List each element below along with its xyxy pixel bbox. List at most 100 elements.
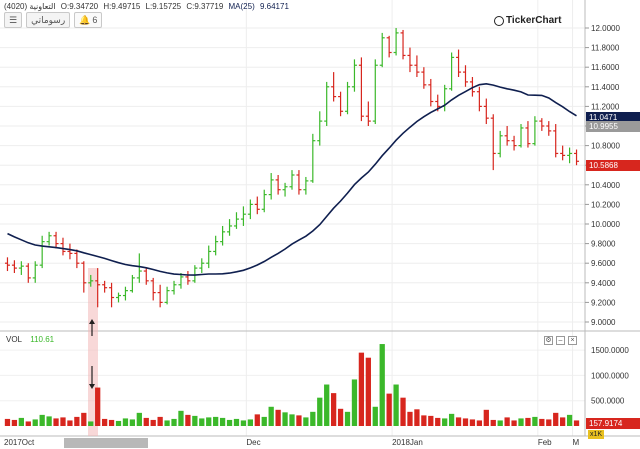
ohlc-bar bbox=[546, 121, 552, 136]
pane-settings-button[interactable]: ⚙ bbox=[544, 336, 553, 345]
volume-legend-name: VOL bbox=[6, 335, 23, 344]
volume-axis[interactable]: 1500.0000 1000.0000 500.0000 bbox=[591, 346, 629, 406]
volume-bar bbox=[213, 416, 219, 426]
ohlc-bar bbox=[102, 280, 108, 293]
ohlc-bar bbox=[116, 292, 122, 303]
menu-button[interactable]: ☰ bbox=[4, 12, 23, 28]
ohlc-bar bbox=[185, 271, 191, 285]
ohlc-bar bbox=[81, 261, 87, 293]
ohlc-bar bbox=[213, 235, 219, 256]
ohlc-bar bbox=[393, 28, 399, 56]
volume-bar bbox=[435, 417, 441, 426]
volume-bar bbox=[289, 414, 295, 426]
volume-bar bbox=[261, 416, 267, 426]
volume-bar bbox=[240, 420, 247, 426]
price-tick-label: 10.4000 bbox=[591, 181, 620, 190]
drawings-button[interactable]: رسوماتي bbox=[26, 12, 71, 28]
ohlc-bar bbox=[560, 145, 566, 161]
volume-bar bbox=[455, 417, 462, 426]
ma-value: 9.64171 bbox=[259, 2, 289, 11]
ohlc-bar bbox=[53, 231, 59, 249]
pane-minimize-button[interactable]: – bbox=[556, 336, 565, 345]
symbol-name: التعاونية (4020) bbox=[4, 2, 56, 11]
volume-bar bbox=[566, 414, 573, 426]
volume-bar bbox=[379, 344, 385, 426]
alerts-button[interactable]: 🔔 6 bbox=[74, 12, 103, 28]
volume-bar bbox=[53, 418, 59, 426]
ohlc-bar bbox=[462, 65, 468, 87]
ohlc-bar bbox=[296, 170, 302, 195]
time-label: 2018Jan bbox=[392, 438, 423, 447]
volume-bar bbox=[25, 421, 31, 426]
volume-bar bbox=[39, 414, 45, 426]
ohlc-bar bbox=[268, 173, 274, 200]
volume-bar bbox=[101, 418, 108, 426]
volume-bar bbox=[157, 416, 163, 426]
time-label: M bbox=[573, 438, 580, 447]
ohlc-bar bbox=[483, 98, 489, 125]
drawings-label: رسوماتي bbox=[31, 14, 66, 25]
volume-bar bbox=[268, 406, 274, 426]
ohlc-bar bbox=[372, 59, 378, 125]
ohlc-bar bbox=[143, 268, 149, 285]
ohlc-bar bbox=[178, 273, 184, 289]
price-axis[interactable]: 12.000011.800011.600011.400011.200011.00… bbox=[585, 24, 620, 327]
pane-close-button[interactable]: × bbox=[568, 336, 577, 345]
ohlc-bar bbox=[67, 243, 73, 260]
ohlc-bar bbox=[109, 282, 115, 308]
volume-bar bbox=[546, 419, 552, 426]
volume-current-label: 157.9174 bbox=[586, 418, 640, 429]
volume-tick-label: 1000.0000 bbox=[591, 371, 629, 380]
time-grid bbox=[245, 0, 574, 436]
time-axis[interactable]: 2017Oct Dec 2018Jan Feb M bbox=[4, 438, 580, 447]
volume-bar bbox=[414, 409, 420, 426]
close-icon: × bbox=[570, 337, 575, 344]
ohlc-bar bbox=[60, 237, 66, 256]
ohlc-bar bbox=[164, 286, 170, 305]
time-scroll-thumb[interactable] bbox=[64, 438, 148, 448]
ohlc-bar bbox=[206, 245, 212, 269]
ohlc-bar bbox=[233, 212, 239, 229]
ohlc-bar bbox=[303, 176, 309, 195]
minus-icon: – bbox=[558, 337, 563, 344]
ohlc-bar bbox=[289, 170, 295, 190]
volume-unit-badge: x1K bbox=[588, 430, 605, 439]
ohlc-bar bbox=[275, 175, 281, 195]
price-tick-label: 9.8000 bbox=[591, 240, 616, 249]
price-tick-label: 10.2000 bbox=[591, 200, 620, 209]
ohlc-bar bbox=[407, 47, 413, 73]
price-bars bbox=[4, 28, 580, 308]
volume-bar bbox=[275, 409, 281, 426]
volume-bar bbox=[81, 412, 87, 426]
ohlc-bar bbox=[449, 52, 455, 91]
price-tick-label: 12.0000 bbox=[591, 24, 620, 33]
volume-bar bbox=[421, 415, 427, 426]
volume-bar bbox=[310, 411, 316, 426]
current-price-label: 10.5868 bbox=[586, 160, 640, 171]
ohlc-bar bbox=[331, 72, 337, 102]
alerts-count: 6 bbox=[92, 15, 98, 25]
ohlc-bar bbox=[4, 257, 10, 272]
list-icon: ☰ bbox=[9, 14, 18, 25]
ohlc-bar bbox=[525, 121, 531, 148]
volume-bar bbox=[553, 412, 559, 426]
volume-bar bbox=[185, 414, 191, 426]
volume-bar bbox=[490, 419, 496, 426]
volume-bar bbox=[337, 408, 344, 426]
ohlc-bar bbox=[338, 91, 344, 117]
ohlc-bar bbox=[567, 147, 573, 164]
volume-bar bbox=[129, 419, 136, 426]
ohlc-bar bbox=[247, 199, 253, 220]
ohlc-bar bbox=[490, 114, 496, 171]
time-label: Feb bbox=[538, 438, 552, 447]
ohlc-bar bbox=[358, 57, 364, 122]
bell-icon: 🔔 bbox=[79, 14, 91, 25]
low-value: L:9.15725 bbox=[145, 2, 182, 11]
volume-bar bbox=[143, 417, 149, 426]
ohlc-bar bbox=[227, 219, 233, 236]
volume-bar bbox=[108, 419, 115, 426]
volume-bar bbox=[560, 417, 566, 426]
volume-bar bbox=[407, 411, 413, 426]
time-label: Dec bbox=[246, 438, 260, 447]
